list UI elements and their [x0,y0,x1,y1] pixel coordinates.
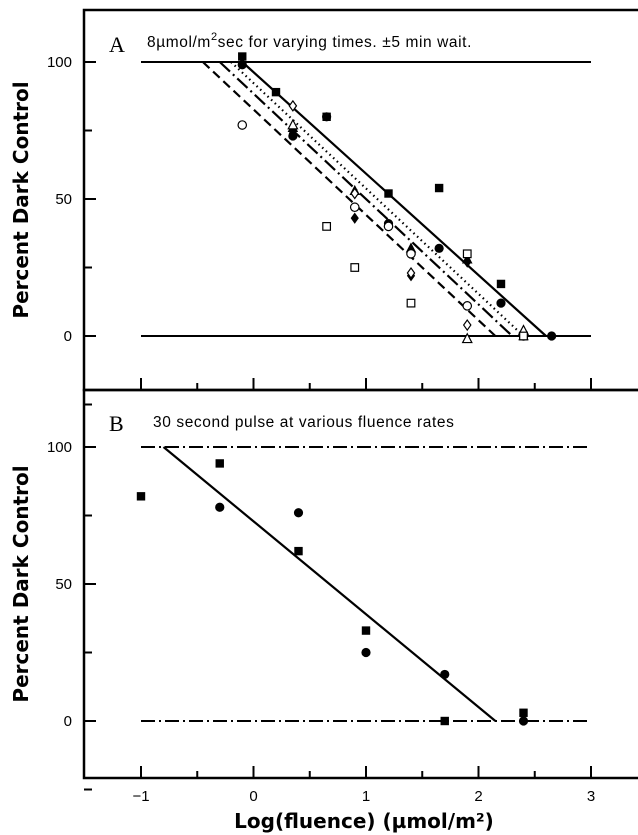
panel-a-point-filled-circle [434,243,444,253]
panel-b-point-filled-square [361,626,371,635]
panel-a-y-axis-label: Percent Dark Control [9,81,33,318]
panel-a-point-open-circle [462,301,473,311]
panel-a-point-open-circle [349,202,360,213]
panel-b-fit-line-solid [162,446,497,722]
panel-a-point-open-square [462,249,472,259]
panel-a-point-open-triangle [461,332,473,344]
panel-a-point-open-square [519,331,528,341]
panel-a-plot: 0 50 100 [47,52,592,406]
panel-b-point-filled-square [519,708,528,717]
panel-a-point-filled-square [496,279,506,289]
panel-a-point-filled-diamond [350,212,359,224]
panel-a-point-open-circle [237,120,248,130]
x-tick-label-1: 1 [362,788,370,805]
panel-a-point-filled-square [434,183,444,193]
panel-a-point-open-square [406,298,416,308]
panel-a-fit-line-dashed [202,61,497,337]
x-tick-label-0: 0 [249,788,257,805]
panel-a-point-filled-circle [237,60,247,70]
panel-b-point-filled-square [294,546,303,556]
panel-a-point-open-diamond [406,266,416,280]
panel-a-fit-line-dotted [230,61,525,337]
panel-b-y-tick-label-0: 0 [64,713,72,730]
panel-a-title-part2: sec for varying times. ±5 min wait. [218,34,472,51]
panel-a-point-filled-square [384,189,393,198]
panel-a-point-open-diamond [350,187,360,200]
panel-a-title-superscript: 2 [211,31,218,43]
panel-a-letter: A [109,32,125,57]
panel-a-y-tick-label-0: 0 [64,328,72,345]
panel-b-title: 30 second pulse at various fluence rates [153,414,454,431]
panel-a-point-open-diamond [462,319,472,332]
panel-a-point-filled-square [238,52,247,61]
panel-a-y-tick-label-50: 50 [55,191,72,208]
panel-a-point-filled-circle [496,298,506,308]
panel-a-title-part1: 8µmol/m [147,34,211,51]
panel-b-y-tick-label-100: 100 [47,439,72,456]
panel-a-point-open-triangle [287,118,299,130]
panel-a-point-open-circle [383,221,394,232]
panel-b-y-axis-label: Percent Dark Control [9,465,33,702]
panel-a-title: 8µmol/m2sec for varying times. ±5 min wa… [147,31,472,51]
panel-b-point-filled-circle [440,669,450,680]
panel-a-fit-line-solid [241,61,547,337]
panel-a-point-filled-diamond [463,256,472,268]
panel-b-point-filled-circle [293,508,304,518]
panel-b-point-filled-circle [518,716,529,726]
x-axis-label: Log(fluence) (µmol/m²) [234,809,494,833]
panel-b-letter: B [109,411,124,436]
panel-a-point-open-square [350,263,360,272]
panel-a-point-filled-diamond [288,127,297,139]
panel-b-frame [82,388,638,780]
x-tick-label-2: 2 [474,788,482,805]
panel-a-point-open-square [322,222,332,231]
panel-b-point-filled-square [136,492,146,501]
x-tick-label-3: 3 [587,788,595,805]
panel-b-point-filled-square [215,459,224,468]
panel-b-point-filled-circle [361,647,371,658]
panel-b-plot: 0 50 100 −1 0 1 2 3 [47,439,595,805]
panel-a-point-open-diamond [288,99,298,112]
panel-a-point-filled-square [271,87,281,97]
panel-a-fit-line-dash-dot [218,61,514,337]
panel-a-point-filled-circle [322,112,332,122]
x-tick-label--1: −1 [132,788,149,805]
panel-a-point-open-circle [406,249,416,259]
panel-a-y-tick-label-100: 100 [47,54,72,71]
panel-a-point-filled-circle [547,331,557,341]
panel-b-point-filled-square [440,716,449,726]
panel-b-y-tick-label-50: 50 [55,576,72,593]
panel-b-point-filled-circle [215,502,225,512]
